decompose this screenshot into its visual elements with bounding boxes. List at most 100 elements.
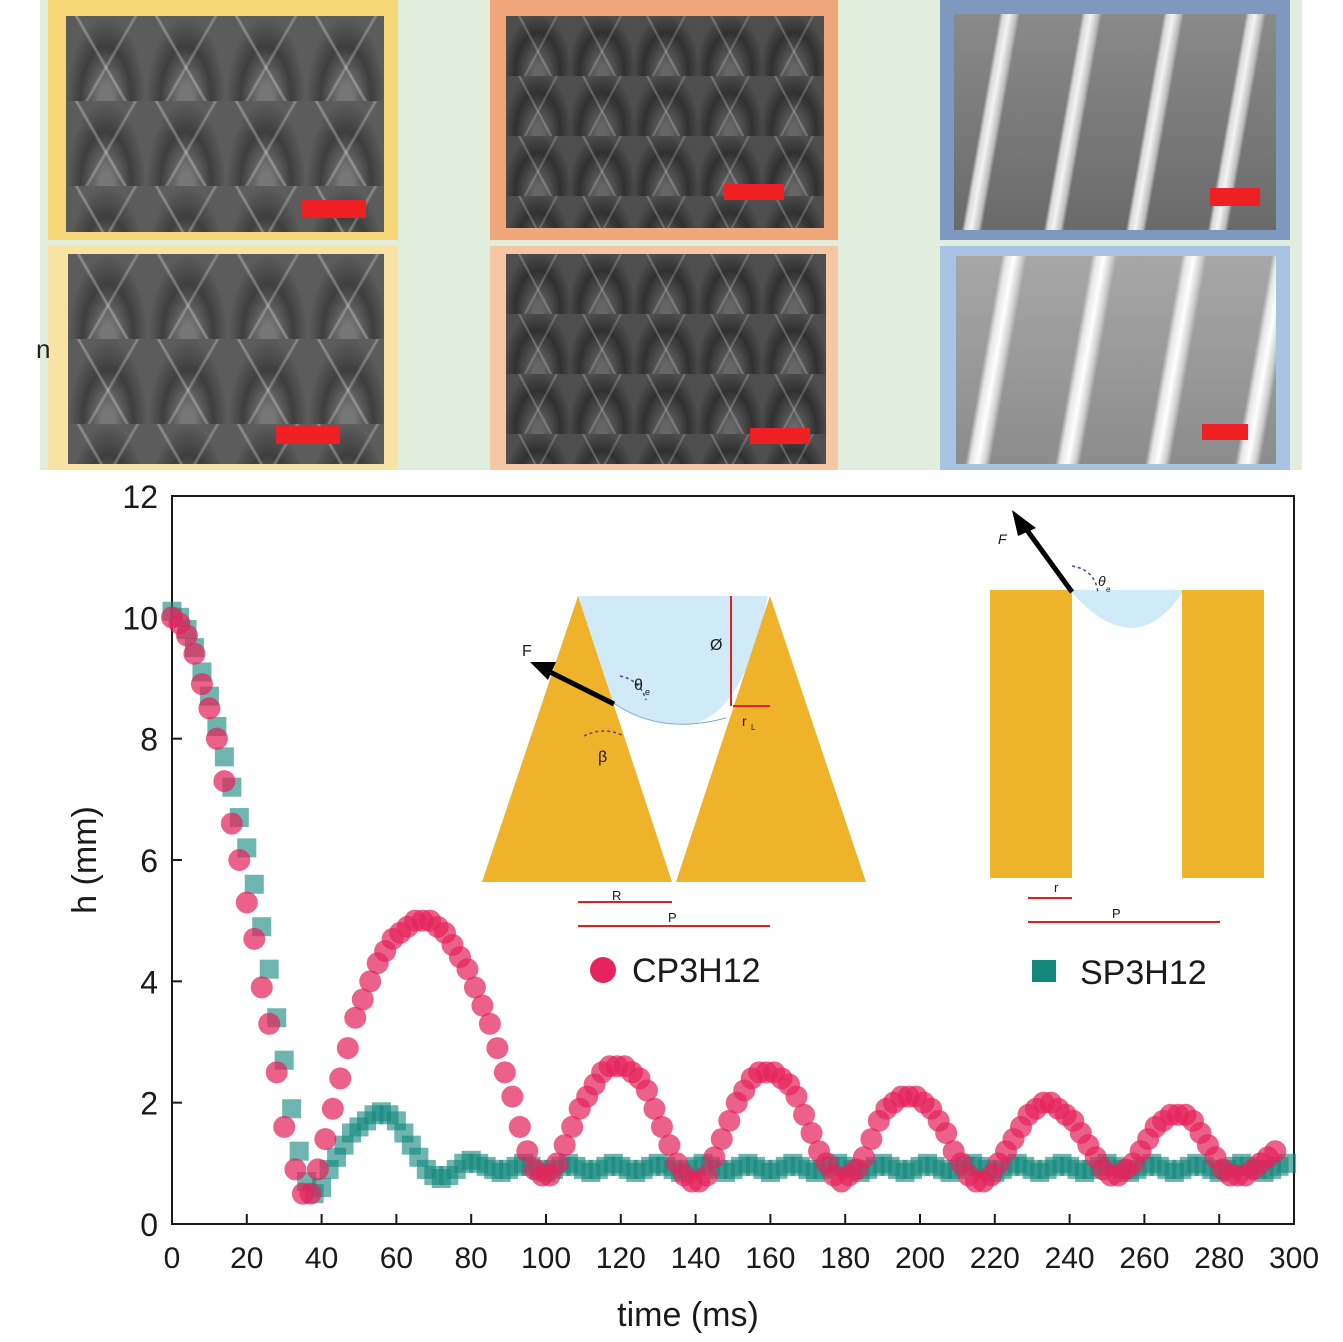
- legend-label-cp3h12: CP3H12: [632, 952, 761, 990]
- data-point-cp3h12: [703, 1146, 726, 1169]
- x-axis-label: time (ms): [617, 1296, 759, 1334]
- y-tick-label: 2: [140, 1086, 158, 1122]
- data-point-sp3h12: [289, 1141, 309, 1161]
- data-point-cp3h12: [250, 976, 273, 999]
- force-label-pillar: F: [998, 531, 1008, 547]
- x-tick-label: 100: [521, 1242, 571, 1275]
- data-point-cp3h12: [344, 1006, 367, 1029]
- data-point-cp3h12: [643, 1097, 666, 1120]
- x-tick-label: 200: [895, 1242, 945, 1275]
- data-point-cp3h12: [1264, 1140, 1287, 1163]
- data-point-cp3h12: [553, 1134, 576, 1157]
- data-point-cp3h12: [351, 988, 374, 1011]
- x-axis-ticks: 0 20 40 60 80 100 120 140 160 180 200 220 240 260 280 3…: [164, 1214, 1319, 1275]
- data-point-cp3h12: [243, 927, 266, 950]
- y-tick-label: 6: [140, 843, 158, 879]
- data-point-cp3h12: [852, 1146, 875, 1169]
- data-point-cp3h12: [493, 1061, 516, 1084]
- data-point-cp3h12: [213, 770, 236, 793]
- data-point-cp3h12: [258, 1012, 281, 1035]
- data-point-sp3h12: [282, 1099, 302, 1119]
- scale-bar: [302, 200, 366, 218]
- x-tick-label: 280: [1194, 1242, 1244, 1275]
- data-point-cp3h12: [718, 1109, 741, 1132]
- theta-sub-label-cone: e: [645, 687, 650, 697]
- beta-label: β: [598, 749, 607, 766]
- y-tick-label: 12: [122, 479, 158, 515]
- x-tick-label: 0: [164, 1242, 181, 1275]
- data-point-cp3h12: [336, 1037, 359, 1060]
- pillar-right: [1182, 590, 1264, 878]
- data-point-sp3h12: [259, 959, 279, 979]
- pitch-label-cone: P: [668, 910, 677, 925]
- force-arrowhead-pillar: [1012, 510, 1036, 536]
- data-point-cp3h12: [561, 1115, 584, 1138]
- data-point-cp3h12: [273, 1115, 296, 1138]
- x-tick-label: 80: [455, 1242, 488, 1275]
- cone-right: [676, 596, 866, 882]
- data-point-cp3h12: [486, 1037, 509, 1060]
- y-tick-label: 8: [140, 722, 158, 758]
- force-label-cone: F: [522, 643, 532, 660]
- data-point-cp3h12: [220, 812, 243, 835]
- scale-bar: [1202, 424, 1248, 440]
- x-tick-label: 260: [1119, 1242, 1169, 1275]
- data-point-cp3h12: [546, 1152, 569, 1175]
- data-point-cp3h12: [516, 1140, 539, 1163]
- droplet-height-chart: 0 2 4 6 8 10 12 0 20 40 60 80 100 120 140 160 180 200 220…: [66, 479, 1319, 1334]
- data-point-cp3h12: [190, 673, 213, 696]
- data-point-sp3h12: [214, 747, 234, 767]
- data-point-cp3h12: [235, 891, 258, 914]
- theta-label-cone: θ: [634, 677, 643, 694]
- liquid-meniscus-cone: [578, 596, 768, 725]
- x-tick-label: 60: [380, 1242, 413, 1275]
- base-radius-label: R: [612, 888, 621, 903]
- data-point-cp3h12: [228, 849, 251, 871]
- scale-bar: [724, 184, 784, 200]
- data-point-cp3h12: [471, 994, 494, 1017]
- x-tick-label: 300: [1269, 1242, 1319, 1275]
- data-points: [161, 601, 1297, 1205]
- y-tick-label: 10: [122, 600, 158, 636]
- data-point-cp3h12: [359, 970, 382, 993]
- data-point-cp3h12: [860, 1128, 883, 1151]
- force-arrow-cone: [544, 667, 616, 707]
- liquid-meniscus-pillar: [1070, 590, 1184, 628]
- x-tick-label: 120: [596, 1242, 646, 1275]
- data-point-cp3h12: [800, 1122, 823, 1144]
- data-point-cp3h12: [284, 1158, 307, 1181]
- theta-label-pillar: θ: [1098, 573, 1106, 589]
- x-tick-label: 40: [305, 1242, 338, 1275]
- legend: CP3H12 SP3H12: [590, 952, 1207, 992]
- data-point-cp3h12: [635, 1079, 658, 1102]
- beta-arc: [583, 730, 625, 737]
- data-point-cp3h12: [306, 1158, 329, 1181]
- data-point-cp3h12: [183, 642, 206, 665]
- data-point-cp3h12: [456, 958, 479, 981]
- y-tick-label: 0: [140, 1207, 158, 1243]
- inset-pillar-diagram: F θ e r P: [990, 510, 1264, 923]
- pitch-label-pillar: P: [1112, 906, 1121, 921]
- legend-label-sp3h12: SP3H12: [1080, 954, 1207, 992]
- x-tick-label: 220: [970, 1242, 1020, 1275]
- data-point-cp3h12: [321, 1097, 344, 1120]
- cone-left: [482, 596, 672, 882]
- theta-arc-cone: [619, 675, 647, 701]
- inset-cone-diagram: F θ e β Ø r L R P: [482, 596, 866, 927]
- y-axis-ticks: 0 2 4 6 8 10 12: [122, 479, 182, 1243]
- y-tick-label: 4: [140, 964, 158, 1000]
- sem-image-cone-top: [66, 16, 384, 232]
- data-point-cp3h12: [314, 1128, 337, 1151]
- radius-label-pillar: r: [1054, 880, 1059, 895]
- data-point-cp3h12: [793, 1103, 816, 1126]
- cut-off-label: n: [36, 334, 51, 364]
- data-point-cp3h12: [658, 1134, 681, 1157]
- data-point-cp3h12: [175, 624, 198, 647]
- theta-arc-pillar: [1071, 565, 1099, 595]
- data-point-cp3h12: [205, 727, 228, 750]
- force-arrow-pillar: [1021, 524, 1075, 594]
- force-arrowhead-cone: [530, 662, 556, 680]
- theta-sub-label-pillar: e: [1106, 585, 1111, 594]
- sem-image-panel: [40, 0, 1302, 470]
- data-point-cp3h12: [329, 1067, 352, 1090]
